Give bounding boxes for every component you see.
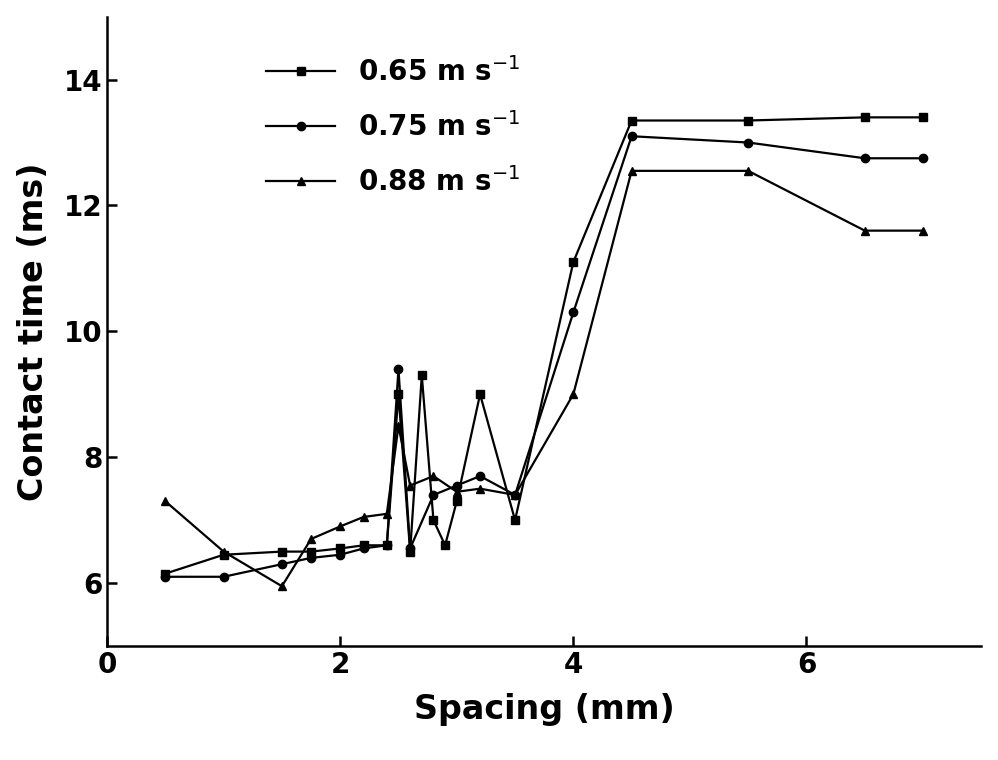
Y-axis label: Contact time (ms): Contact time (ms) <box>17 162 50 501</box>
0.88 m s$^{-1}$ <box>357 512 369 521</box>
0.88 m s$^{-1}$ <box>509 490 521 499</box>
0.75 m s$^{-1}$ <box>509 490 521 499</box>
0.65 m s$^{-1}$ <box>439 541 451 550</box>
0.65 m s$^{-1}$ <box>357 541 369 550</box>
0.65 m s$^{-1}$ <box>567 258 579 267</box>
0.75 m s$^{-1}$ <box>218 572 230 581</box>
0.65 m s$^{-1}$ <box>275 547 287 556</box>
Line: 0.75 m s$^{-1}$: 0.75 m s$^{-1}$ <box>161 132 927 581</box>
0.75 m s$^{-1}$ <box>451 481 463 490</box>
0.65 m s$^{-1}$ <box>392 390 404 399</box>
0.65 m s$^{-1}$ <box>381 541 393 550</box>
0.88 m s$^{-1}$ <box>427 471 439 480</box>
0.65 m s$^{-1}$ <box>305 547 317 556</box>
0.88 m s$^{-1}$ <box>626 166 638 176</box>
0.75 m s$^{-1}$ <box>567 308 579 317</box>
0.75 m s$^{-1}$ <box>626 131 638 141</box>
0.65 m s$^{-1}$ <box>858 112 870 122</box>
0.65 m s$^{-1}$ <box>427 515 439 524</box>
0.65 m s$^{-1}$ <box>743 116 754 125</box>
0.75 m s$^{-1}$ <box>381 541 393 550</box>
0.88 m s$^{-1}$ <box>305 534 317 543</box>
0.65 m s$^{-1}$ <box>404 547 416 556</box>
0.75 m s$^{-1}$ <box>858 154 870 163</box>
0.75 m s$^{-1}$ <box>427 490 439 499</box>
0.75 m s$^{-1}$ <box>474 471 486 480</box>
0.88 m s$^{-1}$ <box>858 226 870 235</box>
0.75 m s$^{-1}$ <box>404 544 416 553</box>
0.65 m s$^{-1}$ <box>626 116 638 125</box>
0.65 m s$^{-1}$ <box>474 390 486 399</box>
0.65 m s$^{-1}$ <box>509 515 521 524</box>
0.75 m s$^{-1}$ <box>392 365 404 374</box>
0.88 m s$^{-1}$ <box>474 484 486 493</box>
0.88 m s$^{-1}$ <box>334 522 346 531</box>
Line: 0.65 m s$^{-1}$: 0.65 m s$^{-1}$ <box>161 113 927 578</box>
0.88 m s$^{-1}$ <box>917 226 929 235</box>
0.88 m s$^{-1}$ <box>451 487 463 496</box>
0.75 m s$^{-1}$ <box>275 559 287 568</box>
0.88 m s$^{-1}$ <box>218 547 230 556</box>
0.88 m s$^{-1}$ <box>404 481 416 490</box>
X-axis label: Spacing (mm): Spacing (mm) <box>414 693 675 726</box>
0.88 m s$^{-1}$ <box>160 497 172 506</box>
0.88 m s$^{-1}$ <box>381 509 393 518</box>
0.75 m s$^{-1}$ <box>357 544 369 553</box>
0.75 m s$^{-1}$ <box>305 553 317 562</box>
0.88 m s$^{-1}$ <box>275 581 287 591</box>
0.75 m s$^{-1}$ <box>917 154 929 163</box>
0.65 m s$^{-1}$ <box>218 550 230 559</box>
0.88 m s$^{-1}$ <box>567 390 579 399</box>
0.75 m s$^{-1}$ <box>743 138 754 147</box>
0.75 m s$^{-1}$ <box>334 550 346 559</box>
0.65 m s$^{-1}$ <box>160 569 172 578</box>
0.75 m s$^{-1}$ <box>160 572 172 581</box>
0.88 m s$^{-1}$ <box>392 421 404 430</box>
Line: 0.88 m s$^{-1}$: 0.88 m s$^{-1}$ <box>161 166 927 591</box>
0.65 m s$^{-1}$ <box>334 544 346 553</box>
Legend: 0.65 m s$^{-1}$, 0.75 m s$^{-1}$, 0.88 m s$^{-1}$: 0.65 m s$^{-1}$, 0.75 m s$^{-1}$, 0.88 m… <box>252 43 534 211</box>
0.88 m s$^{-1}$ <box>743 166 754 176</box>
0.65 m s$^{-1}$ <box>917 112 929 122</box>
0.65 m s$^{-1}$ <box>451 497 463 506</box>
0.65 m s$^{-1}$ <box>416 371 428 380</box>
